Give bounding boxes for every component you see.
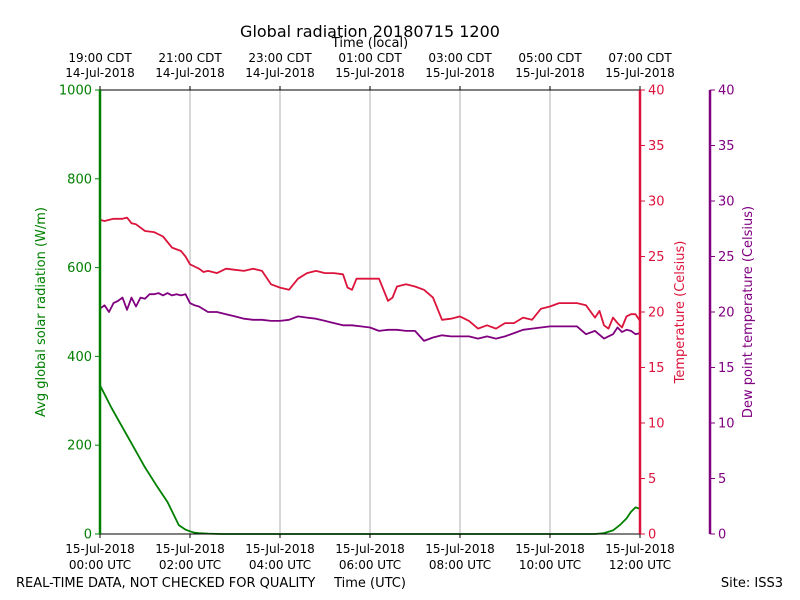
radiation-tick-label: 800 <box>67 172 92 187</box>
x-tick-label-time: 06:00 UTC <box>339 558 401 572</box>
top-axis-label: Time (local) <box>331 36 408 51</box>
top-tick-label-time: 21:00 CDT <box>158 51 222 65</box>
temperature-tick-label: 35 <box>648 139 665 154</box>
top-tick-label-time: 07:00 CDT <box>608 51 672 65</box>
site-label: Site: ISS3 <box>721 576 783 591</box>
top-tick-label-time: 23:00 CDT <box>248 51 312 65</box>
dewpoint-axis-label: Dew point temperature (Celsius) <box>741 206 756 418</box>
temperature-tick-label: 20 <box>648 306 665 321</box>
x-tick-label-time: 12:00 UTC <box>609 558 671 572</box>
x-tick-label-time: 04:00 UTC <box>249 558 311 572</box>
x-tick-label-time: 10:00 UTC <box>519 558 581 572</box>
temperature-tick-label: 0 <box>648 528 656 543</box>
radiation-axis: 0 200 400 600 800 1000 <box>59 84 102 543</box>
x-tick-label-date: 15-Jul-2018 <box>605 542 675 556</box>
dewpoint-tick-label: 5 <box>718 472 726 487</box>
radiation-tick-label: 0 <box>84 528 92 543</box>
dewpoint-tick-label: 0 <box>718 528 726 543</box>
top-tick-label-date: 14-Jul-2018 <box>65 66 135 80</box>
x-axis-bottom: 15-Jul-2018 00:00 UTC 15-Jul-2018 02:00 UTC… <box>65 534 675 572</box>
temperature-tick-label: 15 <box>648 361 665 376</box>
top-tick-label-date: 15-Jul-2018 <box>515 66 585 80</box>
temperature-tick-label: 5 <box>648 472 656 487</box>
top-tick-label-time: 01:00 CDT <box>338 51 402 65</box>
dewpoint-tick-label: 25 <box>718 250 735 265</box>
temperature-series-line <box>99 216 641 330</box>
dewpoint-tick-label: 10 <box>718 417 735 432</box>
top-tick-label-time: 03:00 CDT <box>428 51 492 65</box>
temperature-tick-label: 40 <box>648 84 665 99</box>
dewpoint-tick-label: 35 <box>718 139 735 154</box>
dewpoint-axis: 0 5 10 15 20 25 30 35 40 <box>708 84 735 543</box>
x-tick-label-date: 15-Jul-2018 <box>155 542 225 556</box>
x-tick-label-date: 15-Jul-2018 <box>425 542 495 556</box>
temperature-tick-label: 25 <box>648 250 665 265</box>
x-tick-label-date: 15-Jul-2018 <box>65 542 135 556</box>
dewpoint-tick-label: 40 <box>718 84 735 99</box>
x-tick-label-date: 15-Jul-2018 <box>515 542 585 556</box>
top-tick-label-date: 15-Jul-2018 <box>425 66 495 80</box>
top-tick-label-time: 05:00 CDT <box>518 51 582 65</box>
radiation-tick-label: 600 <box>67 261 92 276</box>
radiation-tick-label: 400 <box>67 350 92 365</box>
temperature-tick-label: 10 <box>648 417 665 432</box>
quality-disclaimer: REAL-TIME DATA, NOT CHECKED FOR QUALITY <box>16 576 315 591</box>
radiation-tick-label: 200 <box>67 439 92 454</box>
top-tick-label-date: 14-Jul-2018 <box>245 66 315 80</box>
top-tick-label-time: 19:00 CDT <box>68 51 132 65</box>
vertical-gridlines <box>189 90 551 534</box>
x-tick-label-date: 15-Jul-2018 <box>335 542 405 556</box>
dewpoint-tick-label: 15 <box>718 361 735 376</box>
radiation-tick-label: 1000 <box>59 84 92 99</box>
top-tick-label-date: 15-Jul-2018 <box>605 66 675 80</box>
temperature-axis-label: Temperature (Celsius) <box>673 241 688 385</box>
dewpoint-series-line <box>99 292 641 342</box>
x-axis-label: Time (UTC) <box>333 576 406 591</box>
top-tick-label-date: 14-Jul-2018 <box>155 66 225 80</box>
x-tick-label-time: 02:00 UTC <box>159 558 221 572</box>
x-tick-label-time: 00:00 UTC <box>69 558 131 572</box>
dewpoint-tick-label: 30 <box>718 195 735 210</box>
dewpoint-tick-label: 20 <box>718 306 735 321</box>
temperature-axis: 0 5 10 15 20 25 30 35 40 <box>638 84 665 543</box>
temperature-tick-label: 30 <box>648 195 665 210</box>
chart-title: Global radiation 20180715 1200 <box>240 22 500 41</box>
top-tick-label-date: 15-Jul-2018 <box>335 66 405 80</box>
radiation-axis-label: Avg global solar radiation (W/m) <box>34 207 49 417</box>
x-tick-label-time: 08:00 UTC <box>429 558 491 572</box>
x-tick-label-date: 15-Jul-2018 <box>245 542 315 556</box>
